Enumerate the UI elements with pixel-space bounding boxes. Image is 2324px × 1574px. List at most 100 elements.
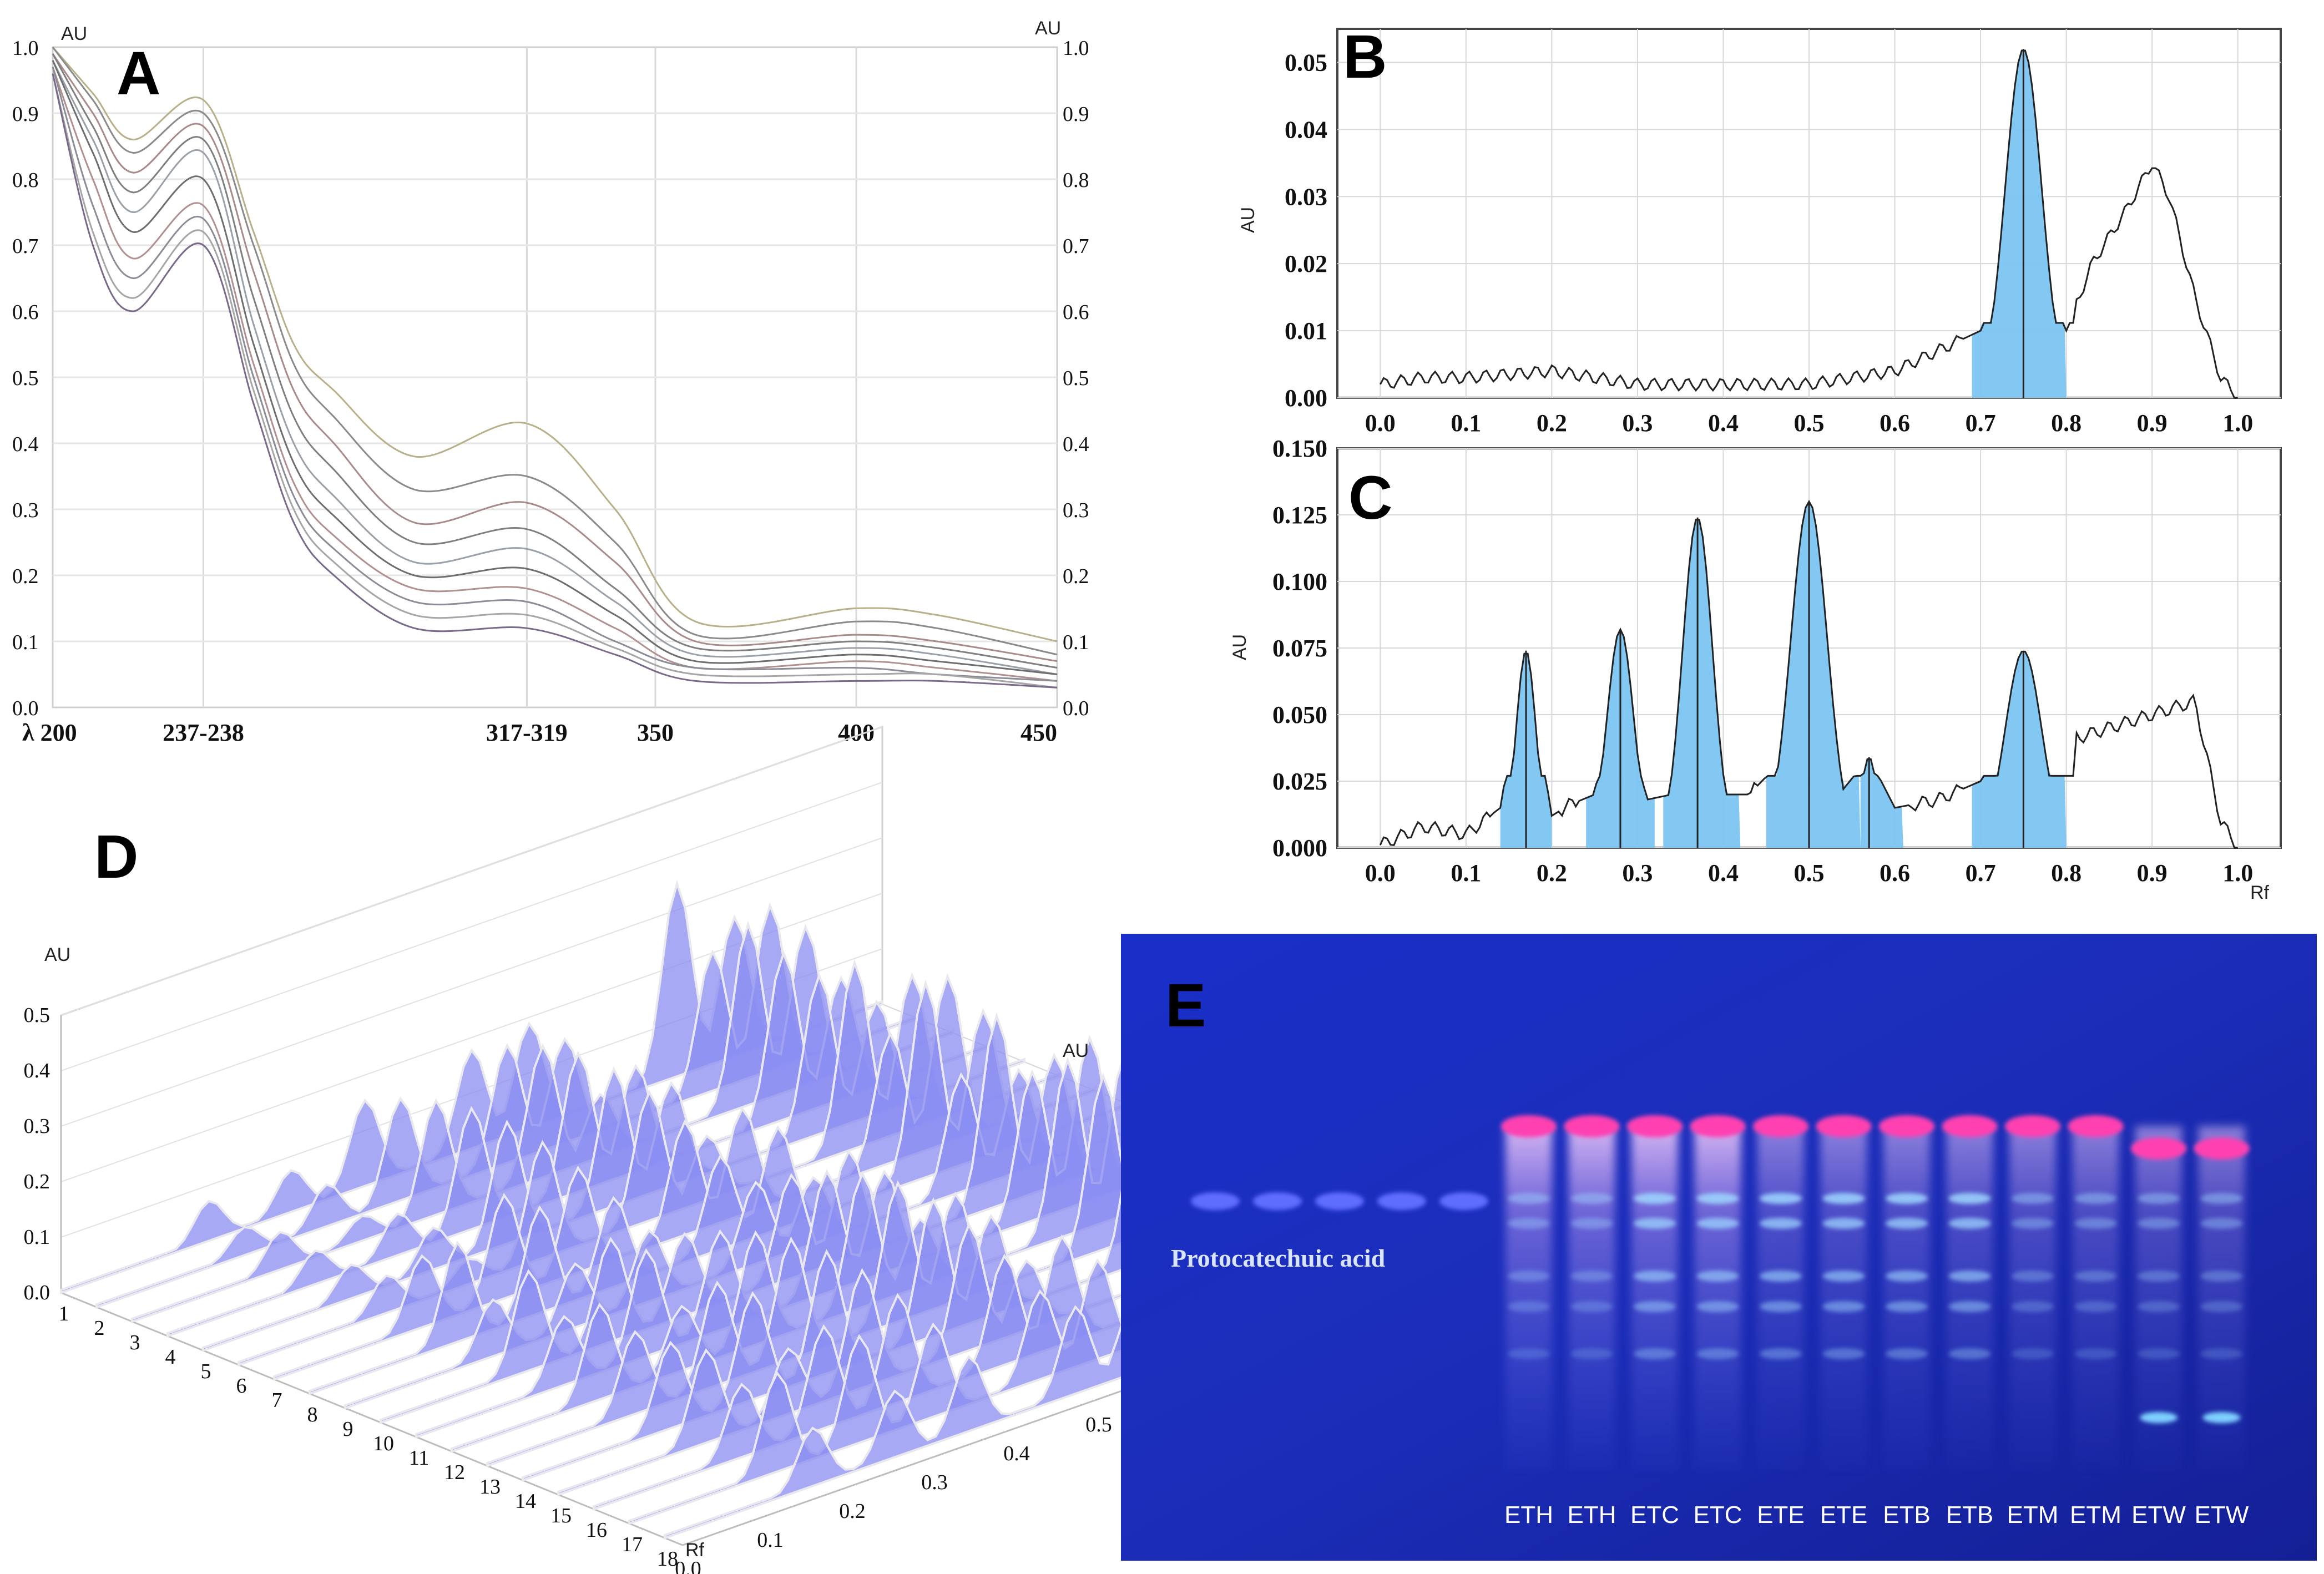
lane-band [1634,1301,1676,1312]
lane-top-spot [2194,1137,2250,1160]
panel-c-peak-fill [1860,759,1903,848]
lane-band [1760,1301,1802,1312]
panel-d-rf-tick: 0.1 [757,1529,784,1552]
panel-c-xtick: 0.8 [2051,859,2082,887]
lane-band [1886,1301,1928,1312]
panel-c-xtick: 0.1 [1451,859,1481,887]
lane-label: ETH [1504,1501,1553,1529]
lane-top-spot [1627,1115,1683,1137]
panel-a-series-s9 [52,73,1058,689]
lane-smear [2009,1126,2056,1470]
lane-band [2012,1193,2054,1204]
lane-band [1696,1218,1739,1229]
panel-a-ytick-left: 0.9 [12,103,39,126]
panel-a-series-s3 [52,53,1058,662]
panel-a-ytick-left: 0.1 [12,631,39,654]
lane-top-spot [1816,1115,1872,1137]
panel-c-trace [1379,499,2238,849]
panel-b-xtick: 0.9 [2137,409,2168,437]
panel-a-ytick-right: 0.9 [1063,103,1089,126]
panel-d-track-number: 18 [657,1547,678,1571]
lane-band [1822,1301,1865,1312]
lane-band [2074,1193,2117,1204]
lane-label: ETM [2070,1501,2121,1529]
panel-d-x-unit: Rf [685,1540,705,1561]
panel-c-xtick: 0.9 [2137,859,2168,887]
lane-band [2138,1348,2180,1359]
standard-label: Protocatechuic acid [1171,1244,1386,1272]
panel-c-ytick: 0.050 [1272,701,1327,728]
lane-band [2138,1301,2180,1312]
panel-d-track-number: 10 [373,1432,394,1455]
panel-d-label: D [94,823,138,891]
panel-a-ytick-right: 0.1 [1063,631,1089,654]
panel-b-xtick: 0.6 [1880,409,1910,437]
panel-b-xtick: 0.0 [1365,409,1396,437]
lane-band [1570,1218,1613,1229]
lane-top-spot [2068,1115,2124,1137]
panel-a-ytick-right: 0.2 [1063,565,1089,588]
panel-b-xtick: 1.0 [2222,409,2253,437]
lane-band [1760,1193,1802,1204]
lane-top-spot [1501,1115,1557,1137]
panel-c-ytick: 0.000 [1272,834,1327,862]
panel-a-ytick-right: 0.8 [1063,169,1089,192]
lane-band [2012,1271,2054,1282]
panel-a-ytick-left: 0.2 [12,565,39,588]
lane-label: ETC [1694,1501,1742,1529]
lane-band [2074,1348,2117,1359]
panel-b-ytick: 0.02 [1285,250,1327,277]
lane-label: ETM [2007,1501,2059,1529]
panel-d-rf-tick: 0.2 [839,1500,866,1523]
panel-b-xtick: 0.2 [1537,409,1567,437]
panel-c-xtick: 0.4 [1708,859,1739,887]
panel-a-ytick-right: 0.5 [1063,367,1089,390]
panel-a-series-s10 [52,73,1058,689]
lane-band [1508,1193,1550,1204]
lane-low-band [2140,1412,2178,1423]
lane-band [2200,1301,2243,1312]
panel-d-track-number: 7 [272,1389,282,1412]
panel-d-track-number: 17 [622,1533,643,1556]
lane-band [1696,1301,1739,1312]
lane-band [1822,1218,1865,1229]
lane-band [1822,1348,1865,1359]
panel-d-y-unit-right: AU [1063,1040,1089,1061]
panel-d-track-number: 16 [586,1519,607,1542]
panel-c-peak-fill [1663,517,1741,848]
lane-band [1760,1348,1802,1359]
panel-d-rf-tick: 0.0 [675,1557,701,1574]
lane-smear [1631,1126,1678,1470]
lane-band [2138,1271,2180,1282]
panel-a-ytick-right: 0.4 [1063,433,1089,456]
lane-band [1508,1218,1550,1229]
panel-e: Protocatechuic acid ETH ETH ETC ETC ETE ETE ET… [1121,934,2317,1561]
lane-band [1570,1193,1613,1204]
panel-b-ytick: 0.00 [1285,384,1327,412]
panel-a-ytick-right: 1.0 [1063,37,1089,60]
lane-band [1508,1271,1550,1282]
lane-band [1886,1193,1928,1204]
panel-b-ytick: 0.04 [1285,116,1327,143]
lane-band [1886,1218,1928,1229]
lane-band [2012,1301,2054,1312]
panel-b: 0.00 0.01 0.02 0.03 0.04 0.05 0.0 0.1 0.2 0.3 0.4… [1237,23,2282,437]
panel-b-xtick: 0.3 [1622,409,1653,437]
panel-a-ytick-right: 0.6 [1063,301,1089,324]
panel-d-ytick-left: 0.4 [24,1059,50,1082]
panel-d-track-number: 8 [307,1403,318,1426]
panel-d-track-number: 11 [409,1446,430,1470]
lane-label: ETW [2131,1501,2186,1529]
lane-band [2200,1348,2243,1359]
lane-band [1886,1348,1928,1359]
lane-band [2200,1193,2243,1204]
panel-a-ytick-left: 0.5 [12,367,39,390]
lane-top-spot [1690,1115,1746,1137]
lane-label: ETB [1883,1501,1931,1529]
lane-smear [1946,1126,1993,1470]
lane-smear [2072,1126,2119,1470]
lane-label: ETW [2195,1501,2249,1529]
tlc-lane [2005,1115,2060,1470]
panel-d-track-number: 13 [479,1475,501,1499]
